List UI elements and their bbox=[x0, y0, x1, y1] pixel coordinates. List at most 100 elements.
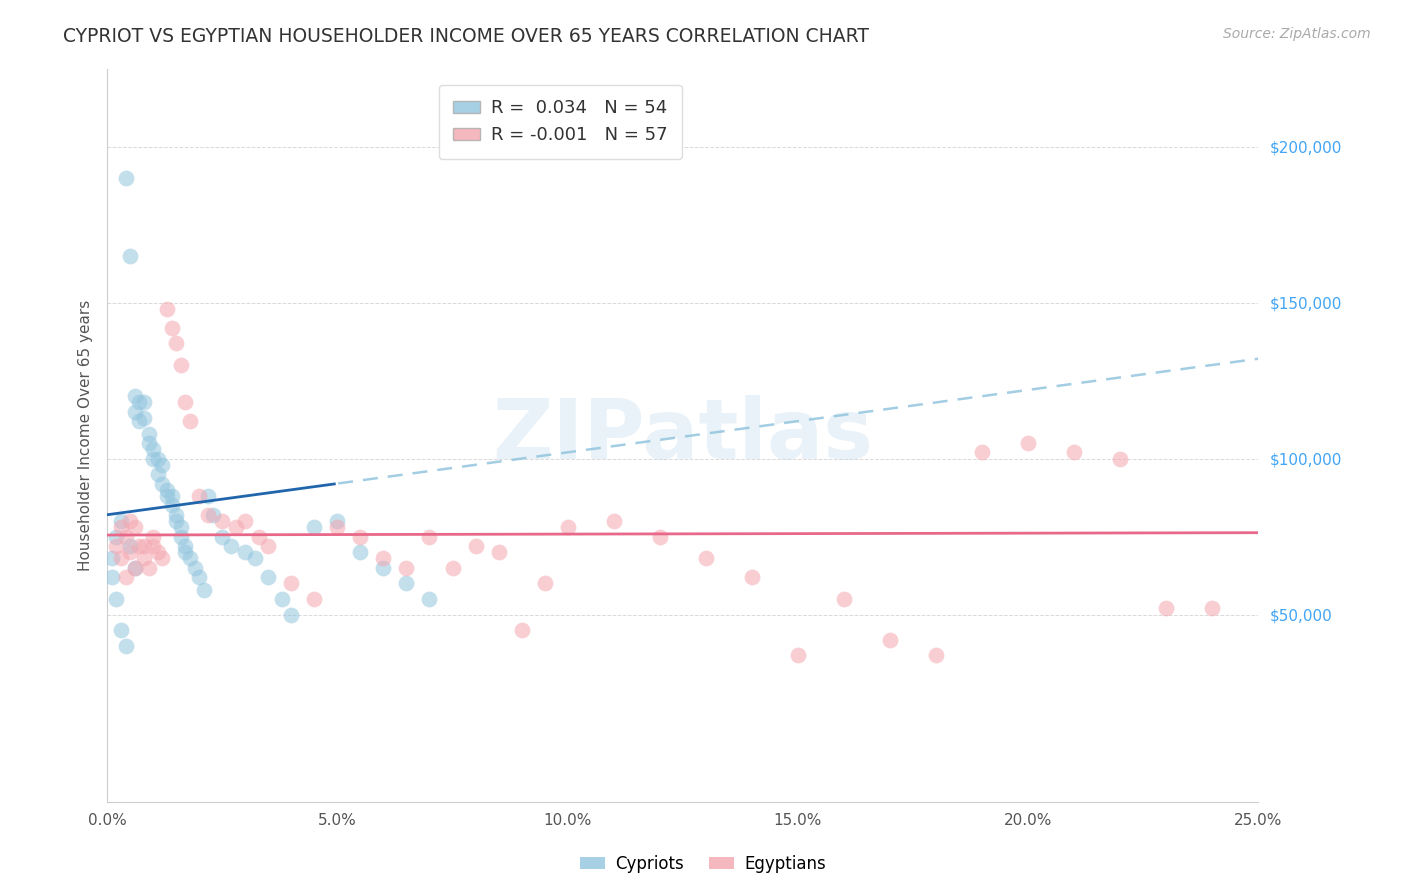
Point bbox=[373, 561, 395, 575]
Point bbox=[602, 514, 624, 528]
Point bbox=[105, 539, 128, 553]
Point bbox=[152, 551, 174, 566]
Point bbox=[221, 539, 243, 553]
Point bbox=[395, 576, 418, 591]
Point bbox=[120, 514, 142, 528]
Text: CYPRIOT VS EGYPTIAN HOUSEHOLDER INCOME OVER 65 YEARS CORRELATION CHART: CYPRIOT VS EGYPTIAN HOUSEHOLDER INCOME O… bbox=[63, 27, 869, 45]
Point bbox=[441, 561, 464, 575]
Point bbox=[464, 539, 486, 553]
Legend: R =  0.034   N = 54, R = -0.001   N = 57: R = 0.034 N = 54, R = -0.001 N = 57 bbox=[439, 85, 682, 159]
Point bbox=[114, 530, 136, 544]
Point bbox=[1017, 436, 1039, 450]
Point bbox=[110, 624, 132, 638]
Point bbox=[197, 489, 219, 503]
Point bbox=[110, 514, 132, 528]
Point bbox=[741, 570, 763, 584]
Point bbox=[418, 592, 440, 607]
Point bbox=[124, 561, 146, 575]
Point bbox=[120, 539, 142, 553]
Point bbox=[160, 320, 183, 334]
Point bbox=[105, 530, 128, 544]
Text: Source: ZipAtlas.com: Source: ZipAtlas.com bbox=[1223, 27, 1371, 41]
Point bbox=[114, 170, 136, 185]
Point bbox=[142, 451, 165, 466]
Point bbox=[304, 592, 326, 607]
Point bbox=[695, 551, 717, 566]
Point bbox=[114, 639, 136, 653]
Point bbox=[142, 442, 165, 457]
Point bbox=[170, 358, 193, 372]
Point bbox=[1063, 445, 1085, 459]
Point bbox=[349, 545, 371, 559]
Point bbox=[373, 551, 395, 566]
Point bbox=[138, 436, 160, 450]
Point bbox=[128, 414, 150, 428]
Point bbox=[188, 489, 211, 503]
Point bbox=[120, 249, 142, 263]
Point bbox=[156, 489, 179, 503]
Point bbox=[142, 539, 165, 553]
Point bbox=[156, 483, 179, 497]
Point bbox=[879, 632, 901, 647]
Point bbox=[193, 582, 215, 597]
Point bbox=[326, 514, 349, 528]
Point bbox=[105, 592, 128, 607]
Point bbox=[557, 520, 579, 534]
Point bbox=[247, 530, 270, 544]
Point bbox=[211, 530, 233, 544]
Point bbox=[165, 508, 187, 522]
Point bbox=[146, 451, 169, 466]
Point bbox=[124, 561, 146, 575]
Point bbox=[110, 520, 132, 534]
Point bbox=[395, 561, 418, 575]
Point bbox=[257, 570, 280, 584]
Point bbox=[233, 545, 256, 559]
Point bbox=[170, 520, 193, 534]
Point bbox=[146, 467, 169, 482]
Point bbox=[1109, 451, 1132, 466]
Point bbox=[174, 539, 197, 553]
Point bbox=[132, 539, 155, 553]
Point bbox=[170, 530, 193, 544]
Point bbox=[124, 405, 146, 419]
Point bbox=[271, 592, 294, 607]
Point bbox=[233, 514, 256, 528]
Point bbox=[179, 414, 201, 428]
Point bbox=[1201, 601, 1223, 615]
Point bbox=[488, 545, 510, 559]
Y-axis label: Householder Income Over 65 years: Householder Income Over 65 years bbox=[79, 300, 93, 571]
Point bbox=[132, 551, 155, 566]
Point bbox=[648, 530, 671, 544]
Point bbox=[152, 458, 174, 472]
Point bbox=[124, 520, 146, 534]
Point bbox=[786, 648, 808, 662]
Point bbox=[132, 411, 155, 425]
Point bbox=[832, 592, 855, 607]
Point bbox=[179, 551, 201, 566]
Point bbox=[146, 545, 169, 559]
Point bbox=[243, 551, 266, 566]
Point bbox=[280, 576, 302, 591]
Point bbox=[165, 336, 187, 351]
Point bbox=[533, 576, 555, 591]
Point bbox=[138, 561, 160, 575]
Point bbox=[174, 395, 197, 409]
Point bbox=[132, 395, 155, 409]
Point bbox=[197, 508, 219, 522]
Point bbox=[100, 551, 122, 566]
Point bbox=[1154, 601, 1177, 615]
Point bbox=[280, 607, 302, 622]
Point bbox=[110, 551, 132, 566]
Point bbox=[128, 539, 150, 553]
Point bbox=[211, 514, 233, 528]
Point bbox=[156, 301, 179, 316]
Point bbox=[124, 389, 146, 403]
Point bbox=[120, 545, 142, 559]
Point bbox=[326, 520, 349, 534]
Text: ZIPatlas: ZIPatlas bbox=[492, 394, 873, 475]
Point bbox=[100, 570, 122, 584]
Point bbox=[128, 395, 150, 409]
Legend: Cypriots, Egyptians: Cypriots, Egyptians bbox=[574, 848, 832, 880]
Point bbox=[202, 508, 225, 522]
Point bbox=[188, 570, 211, 584]
